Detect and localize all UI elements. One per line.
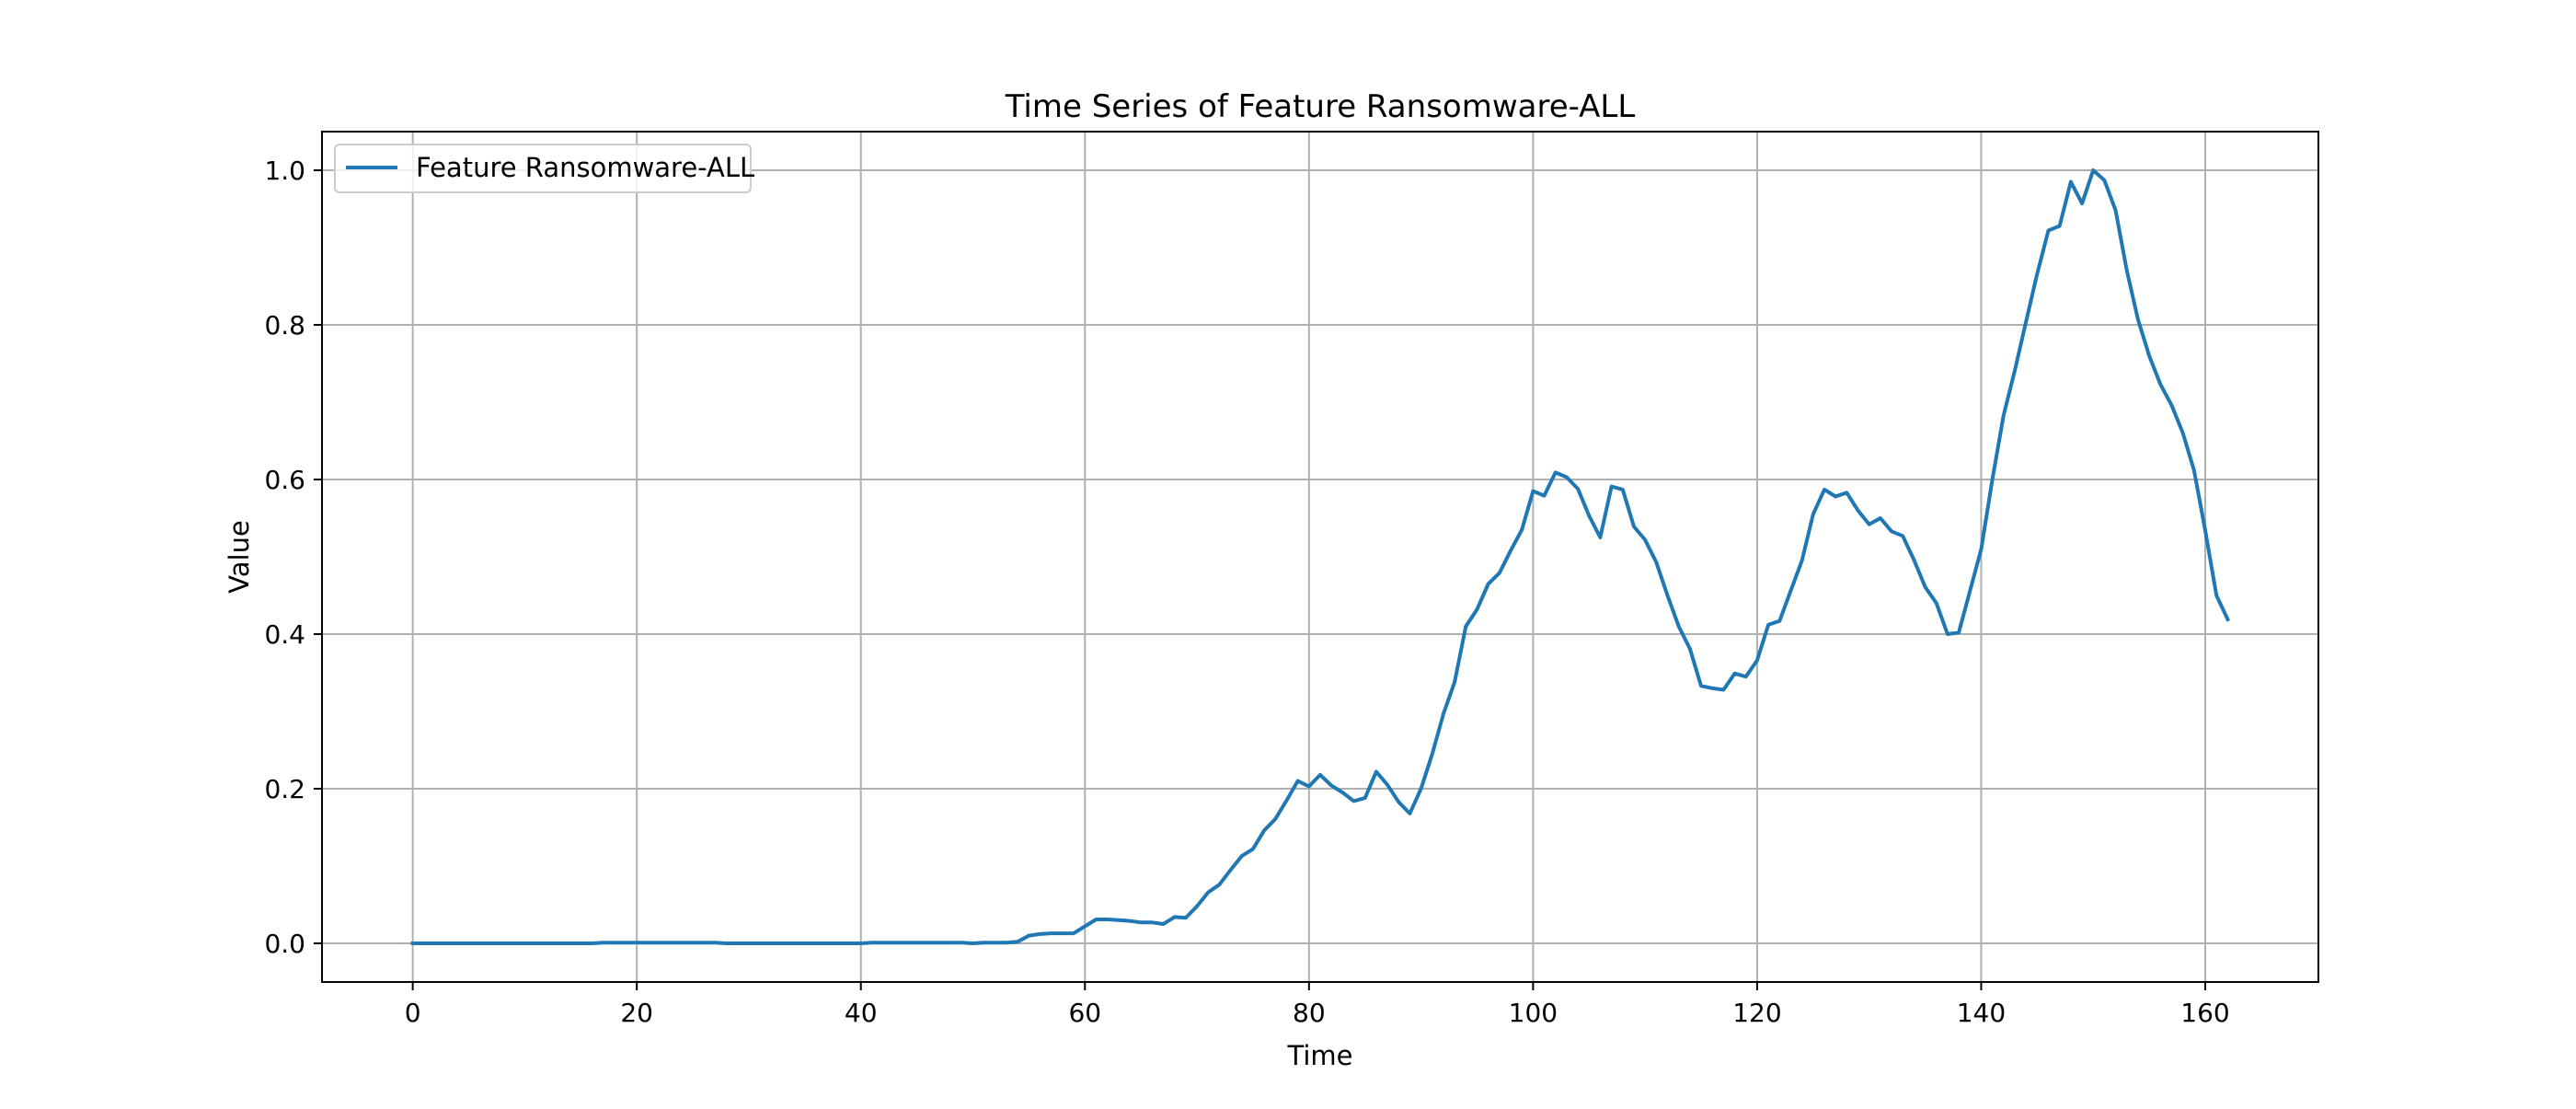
series-line (410, 168, 2231, 945)
legend: Feature Ransomware-ALL (334, 144, 754, 193)
x-tick-label: 60 (1068, 998, 1101, 1028)
grid-lines (322, 132, 2318, 982)
x-tick-label: 160 (2180, 998, 2229, 1028)
x-axis-label: Time (1287, 1040, 1353, 1071)
y-tick-label: 0.2 (264, 774, 305, 804)
x-tick-label: 120 (1732, 998, 1781, 1028)
legend-label: Feature Ransomware-ALL (416, 152, 754, 183)
y-axis-label: Value (224, 520, 255, 594)
plot-frame (321, 131, 2319, 983)
x-tick-label: 0 (405, 998, 421, 1028)
x-tick-label: 40 (845, 998, 878, 1028)
x-tick-label: 20 (620, 998, 653, 1028)
chart-title: Time Series of Feature Ransomware-ALL (1005, 88, 1636, 125)
x-tick-label: 100 (1509, 998, 1558, 1028)
y-tick-label: 0.8 (264, 310, 305, 341)
y-tick-label: 0.0 (264, 929, 305, 959)
y-tick-label: 0.4 (264, 619, 305, 650)
axis-ticks: 0 20 40 60 80 100 120 140 160 0.0 0.2 0.4 0.6 0.8 1.0 (264, 156, 2229, 1028)
x-tick-label: 80 (1293, 998, 1326, 1028)
y-tick-label: 1.0 (264, 156, 305, 186)
series-layer (410, 168, 2231, 945)
legend-box (334, 144, 752, 193)
x-tick-label: 140 (1957, 998, 2006, 1028)
y-tick-label: 0.6 (264, 465, 305, 495)
